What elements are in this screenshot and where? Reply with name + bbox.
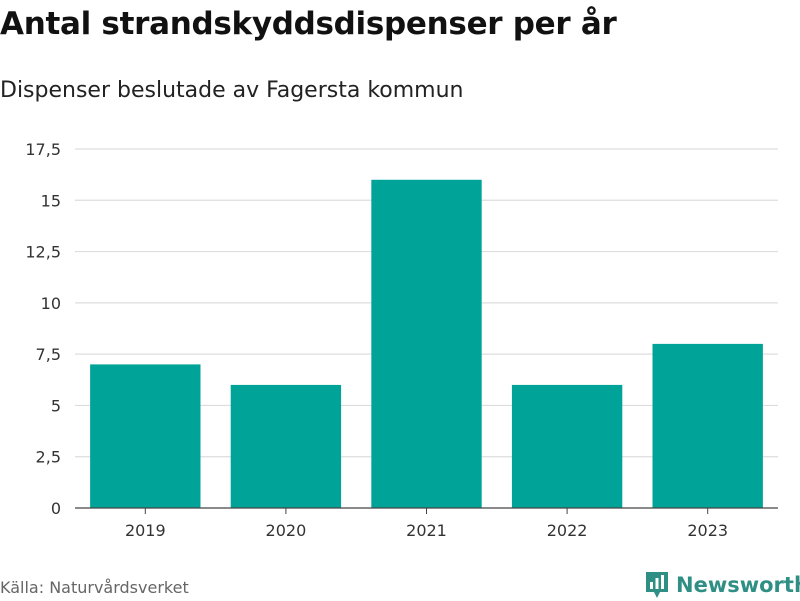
bar-2022 [511, 384, 623, 508]
bar-2023 [652, 343, 763, 508]
source-note: Källa: Naturvårdsverket [0, 578, 189, 597]
x-tick-label: 2023 [687, 521, 728, 540]
x-tick-label: 2022 [547, 521, 588, 540]
y-tick-label: 10 [41, 294, 61, 313]
y-tick-label: 2,5 [36, 448, 61, 467]
x-tick-label: 2021 [406, 521, 447, 540]
y-tick-label: 12,5 [25, 243, 61, 262]
chart-title: Antal strandskyddsdispenser per år [0, 6, 617, 42]
bar-2019 [90, 364, 201, 508]
y-tick-label: 17,5 [25, 140, 61, 159]
brand-logo: Newsworthy [644, 569, 800, 601]
bar-2020 [230, 384, 342, 508]
x-tick-label: 2020 [266, 521, 307, 540]
y-tick-label: 0 [51, 499, 61, 518]
x-tick-label: 2019 [125, 521, 166, 540]
y-tick-label: 5 [51, 396, 61, 415]
y-tick-label: 15 [41, 191, 61, 210]
bars [90, 179, 763, 508]
bar-chart: 0 2,5 5 7,5 10 12,5 15 17,5 2019 2020 2021 2022 202… [25, 140, 778, 540]
chart-subtitle: Dispenser beslutade av Fagersta kommun [0, 78, 464, 103]
y-axis-ticks: 0 2,5 5 7,5 10 12,5 15 17,5 [25, 140, 61, 518]
x-axis-ticks: 2019 2020 2021 2022 2023 [125, 508, 728, 540]
brand-name: Newsworthy [676, 573, 800, 597]
bar-2021 [371, 179, 482, 508]
y-tick-label: 7,5 [36, 345, 61, 364]
newsworthy-logo-icon [646, 572, 668, 598]
